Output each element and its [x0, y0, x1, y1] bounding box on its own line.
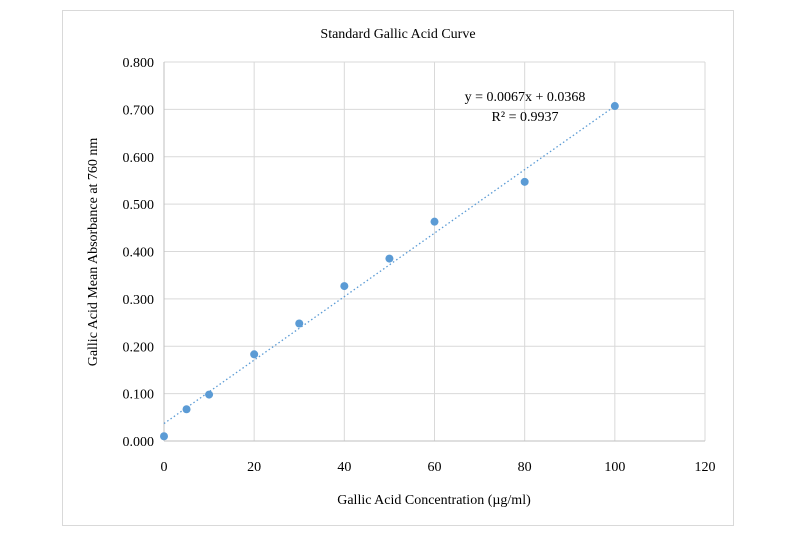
- x-tick-label: 60: [428, 460, 442, 475]
- y-tick-label: 0.600: [123, 151, 155, 166]
- trendline-group: [163, 105, 616, 425]
- trend-equation: y = 0.0067x + 0.0368: [465, 90, 586, 105]
- y-axis-label: Gallic Acid Mean Absorbance at 760 nm: [86, 138, 101, 367]
- data-point: [160, 432, 168, 441]
- data-point: [250, 350, 259, 359]
- x-tick-label: 100: [604, 460, 625, 475]
- x-tick-label: 80: [518, 460, 532, 475]
- data-point: [385, 254, 394, 263]
- y-tick-label: 0.400: [123, 246, 155, 261]
- data-point: [430, 217, 439, 226]
- y-tick-label: 0.100: [123, 388, 155, 403]
- axes: [163, 62, 705, 442]
- y-tick-label: 0.300: [123, 293, 155, 308]
- data-point: [295, 319, 304, 328]
- y-tick-label: 0.000: [123, 435, 155, 450]
- x-tick-label: 40: [337, 460, 351, 475]
- x-tick-label: 120: [695, 460, 716, 475]
- x-tick-label: 20: [247, 460, 261, 475]
- trendline: [163, 105, 616, 425]
- data-point: [182, 405, 191, 414]
- y-tick-label: 0.700: [123, 103, 155, 118]
- trend-r-squared: R² = 0.9937: [492, 110, 559, 125]
- x-axis-label: Gallic Acid Concentration (µg/ml): [337, 493, 531, 508]
- data-point: [205, 390, 214, 399]
- y-tick-label: 0.200: [123, 340, 155, 355]
- gridlines: [164, 61, 706, 441]
- data-point: [520, 177, 529, 186]
- data-point: [340, 282, 349, 291]
- y-tick-label: 0.800: [123, 56, 155, 71]
- data-points: [160, 102, 619, 441]
- x-tick-label: 0: [161, 460, 168, 475]
- y-tick-label: 0.500: [123, 198, 155, 213]
- chart-title: Standard Gallic Acid Curve: [320, 27, 475, 42]
- y-tick-labels: 0.000 0.100 0.200 0.300 0.400 0.500 0.600 0.700…: [123, 56, 155, 450]
- chart-frame: [62, 10, 734, 526]
- data-point: [610, 102, 619, 111]
- x-tick-labels: 0 20 40 60 80 100 120: [161, 460, 716, 475]
